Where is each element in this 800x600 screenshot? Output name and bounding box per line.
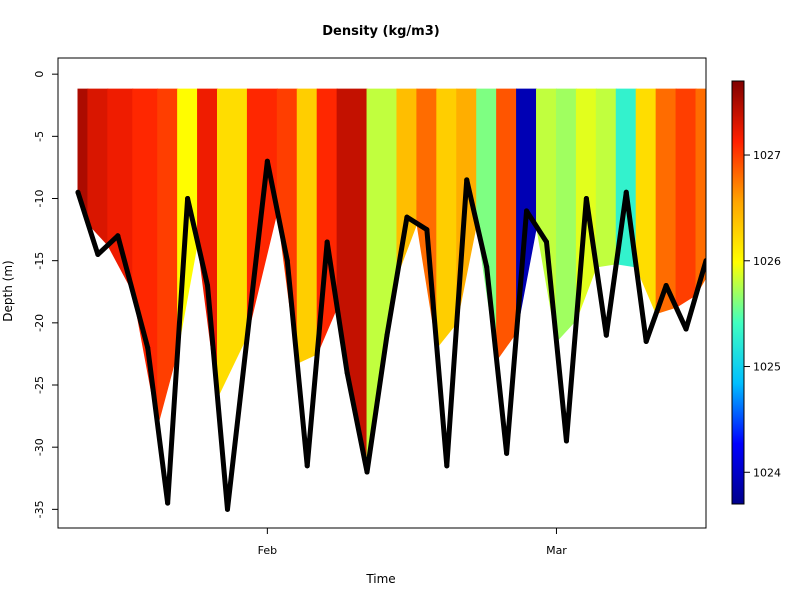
plot-frame bbox=[57, 57, 707, 529]
bottom-depth-point bbox=[324, 239, 330, 245]
bottom-depth-point bbox=[165, 500, 171, 506]
bottom-depth-point bbox=[484, 264, 490, 270]
bottom-depth-point bbox=[683, 326, 689, 332]
colorbar: 1024 1025 1026 1027 bbox=[731, 80, 781, 505]
bottom-depth-point bbox=[603, 332, 609, 338]
x-axis-label: Time bbox=[365, 572, 395, 586]
y-tick-label: -10 bbox=[33, 190, 46, 208]
colorbar-tick-label: 1024 bbox=[753, 466, 781, 479]
bottom-depth-point bbox=[663, 283, 669, 289]
x-tick-label: Feb bbox=[258, 544, 277, 557]
density-column bbox=[296, 88, 318, 365]
bottom-depth-point bbox=[623, 189, 629, 195]
bottom-depth-point bbox=[583, 196, 589, 202]
bottom-depth-point bbox=[404, 214, 410, 220]
bottom-depth-point bbox=[703, 258, 706, 264]
bottom-depth-point bbox=[424, 227, 430, 233]
colorbar-tick-label: 1026 bbox=[753, 255, 781, 268]
bottom-depth-point bbox=[384, 332, 390, 338]
bottom-depth-point bbox=[344, 370, 350, 376]
density-column bbox=[132, 88, 159, 426]
bottom-depth-point bbox=[284, 258, 290, 264]
density-column bbox=[695, 88, 706, 297]
x-tick-label: Mar bbox=[546, 544, 567, 557]
bottom-depth-point bbox=[145, 345, 151, 351]
bottom-depth-point bbox=[304, 463, 310, 469]
bottom-depth-point bbox=[264, 158, 270, 164]
y-tick-label: 0 bbox=[33, 71, 46, 78]
density-column bbox=[555, 88, 577, 343]
density-column bbox=[366, 88, 398, 473]
bottom-depth-point bbox=[115, 233, 121, 239]
density-column bbox=[336, 88, 368, 473]
y-tick-label: -20 bbox=[33, 314, 46, 332]
bottom-depth-point bbox=[364, 469, 370, 475]
chart-title: Density (kg/m3) bbox=[322, 24, 439, 39]
y-tick-label: -5 bbox=[33, 131, 46, 142]
bottom-depth-point bbox=[205, 283, 211, 289]
colorbar-tick-label: 1025 bbox=[753, 361, 781, 374]
bottom-depth-point bbox=[444, 463, 450, 469]
bottom-depth-point bbox=[75, 189, 81, 195]
bottom-depth-point bbox=[563, 438, 569, 444]
density-column bbox=[595, 88, 617, 268]
density-column bbox=[217, 88, 248, 398]
y-tick-label: -15 bbox=[33, 252, 46, 270]
density-column bbox=[655, 88, 677, 315]
density-column bbox=[87, 88, 109, 247]
bottom-depth-point bbox=[95, 251, 101, 257]
density-column bbox=[107, 88, 134, 292]
bottom-depth-point bbox=[543, 239, 549, 245]
y-tick-label: -30 bbox=[33, 438, 46, 456]
y-tick-label: -25 bbox=[33, 376, 46, 394]
bottom-depth-point bbox=[185, 196, 191, 202]
plot-area bbox=[75, 88, 706, 512]
density-column bbox=[436, 88, 458, 350]
y-tick-label: -35 bbox=[33, 500, 46, 518]
colorbar-ticks: 1024 1025 1026 1027 bbox=[744, 149, 781, 479]
y-axis-label: Depth (m) bbox=[1, 260, 15, 321]
bottom-depth-point bbox=[524, 208, 530, 214]
colorbar-scale bbox=[731, 80, 745, 505]
bottom-depth-point bbox=[464, 177, 470, 183]
bottom-depth-point bbox=[224, 506, 230, 512]
colorbar-tick-label: 1027 bbox=[753, 149, 781, 162]
density-column bbox=[496, 88, 518, 362]
bottom-depth-point bbox=[643, 338, 649, 344]
bottom-depth-point bbox=[504, 450, 510, 456]
axes: 0 -5 -10 -15 -20 -25 -30 -35 Feb Mar bbox=[33, 71, 567, 557]
density-column bbox=[675, 88, 697, 309]
